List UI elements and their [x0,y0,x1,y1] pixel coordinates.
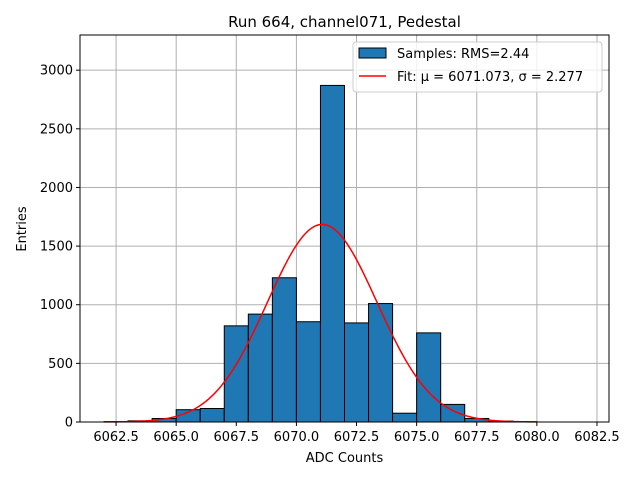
histogram-bar [295,321,321,423]
y-axis-ticks: 0 500 1000 1500 2000 2500 3000 [40,64,80,431]
histogram-bars [103,84,538,423]
x-tick-label: 6070.0 [274,430,320,445]
histogram-bar [199,408,225,423]
histogram-bar [344,322,370,423]
legend: Samples: RMS=2.44 Fit: μ = 6071.073, σ =… [352,41,603,93]
y-tick-label: 2500 [40,122,73,137]
x-tick-label: 6080.0 [514,430,560,445]
y-tick-label: 500 [48,357,73,372]
histogram-bar [271,277,297,423]
x-tick-label: 6065.0 [153,430,199,445]
legend-box [352,41,603,93]
x-tick-label: 6072.5 [334,430,380,445]
legend-label-samples: Samples: RMS=2.44 [397,47,529,62]
y-tick-label: 3000 [40,64,73,79]
x-tick-label: 6062.5 [93,430,139,445]
fit-curve [104,223,537,423]
histogram-bar [440,403,466,423]
histogram-bar [247,313,273,423]
y-tick-label: 2000 [40,181,73,196]
axes-frame [79,34,610,423]
y-tick-label: 0 [65,416,73,431]
y-tick-label: 1500 [40,240,73,255]
histogram-bar [223,325,249,423]
y-axis-label: Entries [15,206,30,252]
x-tick-label: 6067.5 [214,430,260,445]
chart-title: Run 664, channel071, Pedestal [228,13,461,31]
legend-label-fit: Fit: μ = 6071.073, σ = 2.277 [397,70,583,85]
histogram-bar [368,303,394,423]
x-axis-label: ADC Counts [306,451,384,466]
legend-swatch-samples [358,47,387,59]
x-tick-label: 6075.0 [394,430,440,445]
histogram-bar [319,84,346,423]
x-tick-label: 6077.5 [454,430,500,445]
histogram-bar [392,412,418,423]
x-axis-ticks: 6062.5 6065.0 6067.5 6070.0 6072.5 6075.0 6077… [93,422,620,445]
y-tick-label: 1000 [40,298,73,313]
histogram-bar [416,332,442,423]
x-tick-label: 6082.5 [574,430,620,445]
